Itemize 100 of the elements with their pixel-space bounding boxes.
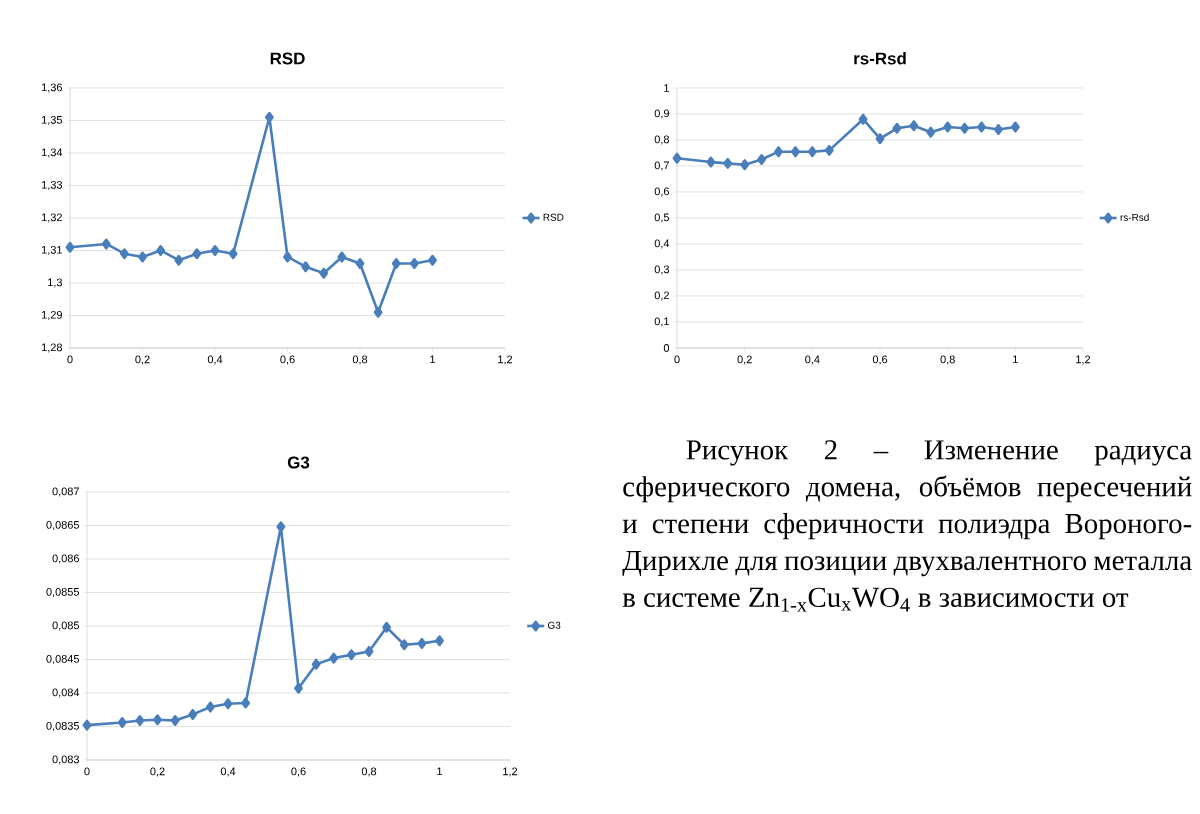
point [355,257,365,269]
point [210,244,220,256]
y-tick-label: 1,28 [41,343,62,353]
point [382,621,392,633]
x-tick-label: 0,4 [220,767,236,777]
x-tick-label: 0,8 [352,355,368,365]
point [435,635,444,647]
x-tick-label: 0,6 [872,355,888,365]
point [875,133,885,145]
y-tick-label: 1,31 [41,245,62,256]
point [428,254,437,266]
y-tick-label: 0,4 [654,239,670,249]
point [170,714,180,726]
y-tick-label: 1,34 [41,148,63,158]
point [174,254,184,266]
point [346,649,356,661]
point [283,251,292,263]
point [960,122,970,134]
y-tick-label: 0,8 [654,135,670,145]
point [319,267,329,279]
y-tick-label: 0,9 [654,109,669,119]
y-tick-label: 0,0865 [46,520,80,531]
y-tick-label: 0,085 [52,621,80,631]
y-tick-label: 0,6 [654,187,670,197]
point [192,248,202,260]
point [706,156,716,168]
x-tick-label: 0,8 [940,355,955,365]
y-tick-label: 1,33 [41,180,62,191]
point [228,248,238,260]
point [1010,121,1020,133]
y-tick-label: 0 [663,344,670,352]
point [117,716,127,728]
y-tick-label: 0,2 [654,291,669,301]
point [373,306,383,318]
point [119,248,129,260]
point [399,639,409,651]
point [223,698,233,710]
point [135,714,145,726]
x-tick-label: 1,2 [1076,355,1091,365]
x-tick-label: 0,2 [150,767,165,777]
point [723,157,733,169]
legend-label: RSD [543,213,564,221]
point [294,682,303,694]
chart-title: RSD [270,52,305,65]
y-tick-label: 0,5 [654,213,670,223]
point [409,257,419,269]
x-tick-label: 1,2 [498,355,513,365]
point [188,708,198,720]
y-tick-label: 0,1 [654,317,669,327]
point [740,159,750,171]
point [138,251,147,263]
x-tick-label: 0 [674,355,680,364]
point [337,251,347,263]
point [977,121,986,133]
point [672,152,682,164]
point [909,120,919,132]
x-tick-label: 1 [1013,355,1018,364]
point [156,244,166,256]
point [205,701,215,713]
x-tick-label: 1 [430,355,436,364]
point [329,652,339,664]
point [82,719,92,731]
y-tick-label: 0,087 [52,487,79,497]
point [858,113,868,125]
point [417,637,427,649]
chart-title: G3 [287,456,310,469]
y-tick-label: 0,7 [654,161,669,171]
point [264,111,274,123]
legend-label: rs-Rsd [1120,213,1149,221]
y-tick-label: 1,35 [41,115,63,126]
point [364,645,374,657]
point [101,238,111,250]
point [311,658,321,670]
y-tick-label: 1,3 [48,278,62,288]
point [926,126,936,138]
point [824,144,834,156]
y-tick-label: 0,086 [52,554,79,564]
x-tick-label: 1 [437,767,443,776]
y-tick-label: 0,0845 [46,654,80,665]
point [757,153,767,165]
point [301,261,311,273]
y-tick-label: 0,084 [52,688,80,698]
x-tick-label: 0,6 [291,767,306,777]
point [774,146,783,158]
y-tick-label: 0,3 [654,265,670,275]
point [391,257,401,269]
x-tick-label: 1,2 [503,767,518,777]
x-tick-label: 0 [84,767,90,776]
point [892,122,902,134]
x-tick-label: 0,8 [361,767,377,777]
y-tick-label: 1,32 [41,213,62,223]
y-tick-label: 1 [664,84,669,92]
point [65,241,75,253]
point [241,697,251,709]
point [993,124,1003,136]
x-tick-label: 0,2 [135,355,150,365]
chart-title: rs-Rsd [854,52,906,65]
point [807,146,817,158]
point [943,121,953,133]
point [153,714,162,726]
